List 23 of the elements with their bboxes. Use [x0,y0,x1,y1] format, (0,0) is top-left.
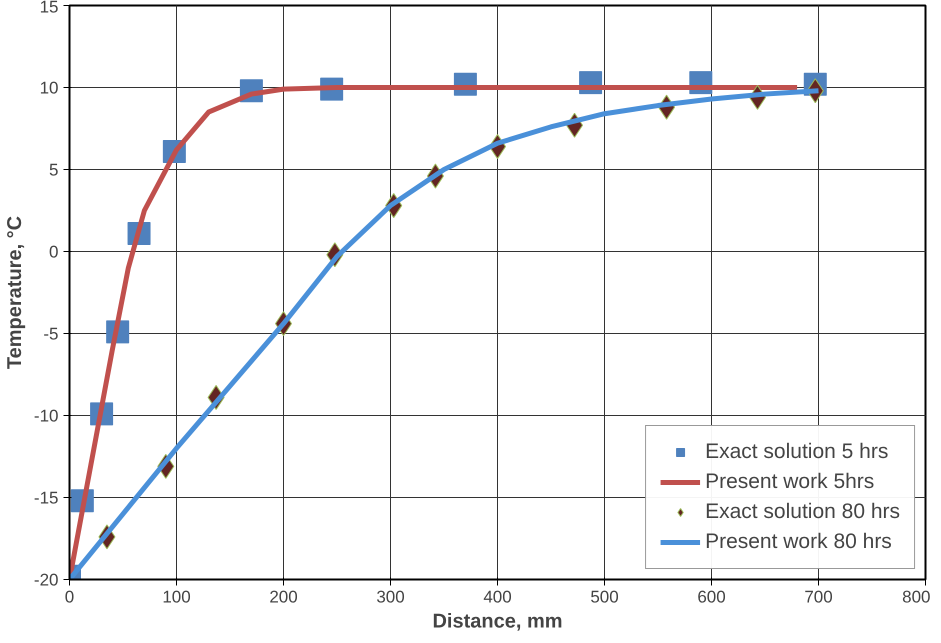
x-axis-title: Distance, mm [432,610,563,632]
x-tick-label: 500 [590,588,619,606]
y-tick-label: 15 [40,0,59,16]
y-tick-label: 0 [49,242,59,262]
x-tick-label: 300 [376,588,405,606]
legend-label: Present work 80 hrs [705,530,892,554]
y-tick-label: 10 [40,78,59,98]
x-tick-label: 400 [483,588,512,606]
y-axis-title: Temperature, °C [4,216,26,370]
x-tick-label: 800 [902,588,931,606]
y-tick-label: -5 [43,324,59,344]
x-tick-label: 0 [64,588,74,606]
legend-label: Exact solution 80 hrs [705,500,900,524]
x-tick-label: 700 [804,588,833,606]
y-tick-label: -10 [34,406,59,426]
legend-label: Exact solution 5 hrs [705,440,888,464]
y-tick-label: -15 [34,488,59,508]
legend-label: Present work 5hrs [705,470,874,494]
y-tick-label: 5 [49,160,59,180]
x-tick-label: 100 [162,588,191,606]
x-tick-label: 200 [269,588,298,606]
y-tick-label: -20 [34,570,59,590]
x-tick-label: 600 [697,588,726,606]
